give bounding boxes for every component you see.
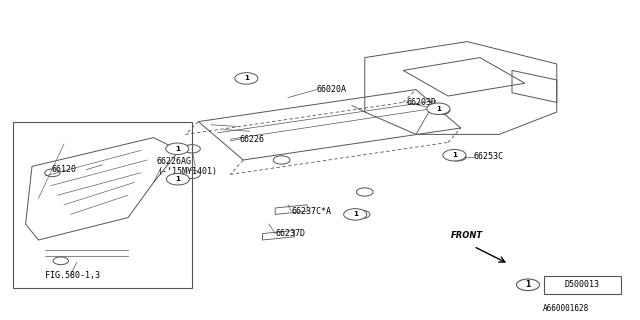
Circle shape (235, 73, 258, 84)
Text: 66237D: 66237D (275, 229, 305, 238)
Bar (13, 122, 192, 288)
Text: 1: 1 (353, 212, 358, 217)
Text: FRONT: FRONT (451, 231, 483, 240)
Text: 1: 1 (244, 76, 249, 81)
Text: 66253C: 66253C (474, 152, 504, 161)
Circle shape (166, 173, 189, 185)
Text: A660001628: A660001628 (543, 304, 589, 313)
Circle shape (166, 143, 189, 155)
Bar (544, 276, 621, 294)
Text: FIG.580-1,3: FIG.580-1,3 (45, 271, 100, 280)
Circle shape (443, 149, 466, 161)
Text: 66203D: 66203D (406, 98, 436, 107)
Text: 66226: 66226 (240, 135, 265, 144)
Text: 66020A: 66020A (317, 85, 347, 94)
Text: 1: 1 (436, 106, 441, 112)
Text: 66120: 66120 (51, 165, 76, 174)
Text: 66226AG
(-‘15MY1401): 66226AG (-‘15MY1401) (157, 157, 217, 176)
Text: 66237C*A: 66237C*A (291, 207, 332, 216)
Text: 1: 1 (175, 146, 180, 152)
Circle shape (427, 103, 450, 115)
Text: D500013: D500013 (565, 280, 600, 289)
Text: 1: 1 (175, 176, 180, 182)
Text: 1: 1 (525, 280, 531, 289)
Circle shape (344, 209, 367, 220)
Text: 1: 1 (452, 152, 457, 158)
Circle shape (516, 279, 540, 291)
